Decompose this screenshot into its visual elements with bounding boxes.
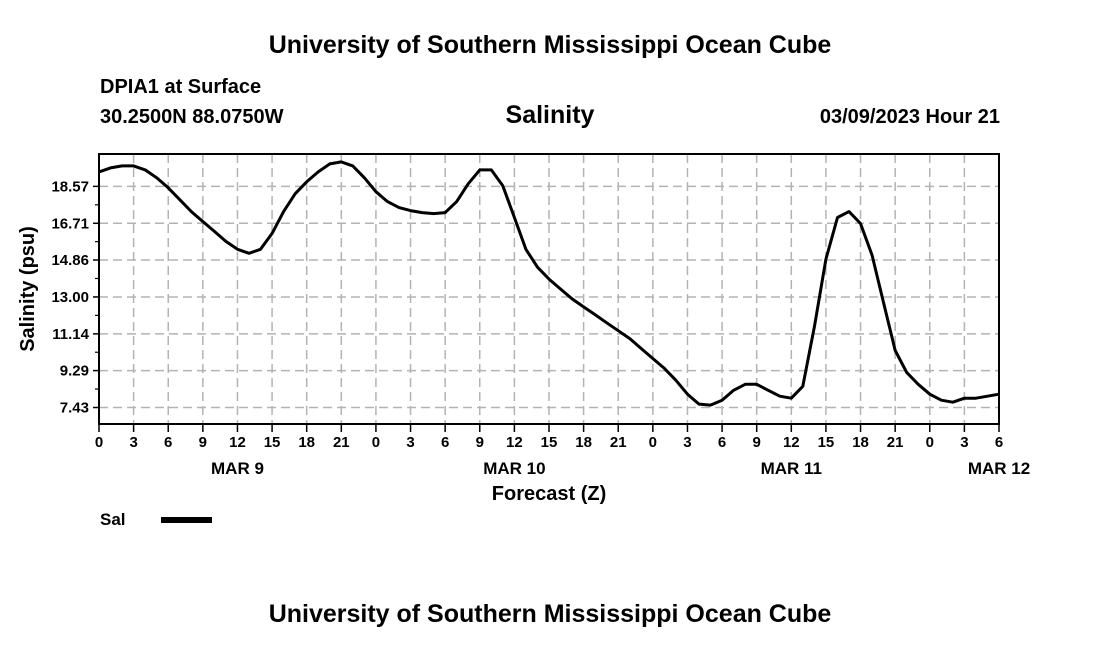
x-tick-label: 18: [852, 434, 869, 451]
x-tick-label: 6: [164, 434, 172, 451]
x-tick-label: 6: [718, 434, 726, 451]
x-tick-label: 6: [995, 434, 1003, 451]
x-tick-label: 0: [649, 434, 657, 451]
x-tick-label: 9: [199, 434, 207, 451]
y-axis-title: Salinity (psu): [17, 226, 39, 352]
salinity-series-line: [98, 160, 1000, 407]
x-tick-label: 3: [960, 434, 968, 451]
day-label: MAR 12: [968, 459, 1030, 478]
chart-title: Salinity: [505, 101, 595, 129]
day-label: MAR 10: [483, 459, 545, 478]
x-tick-label: 3: [406, 434, 414, 451]
forecast-date-label: 03/09/2023 Hour 21: [819, 106, 1000, 128]
x-tick-label: 12: [506, 434, 523, 451]
footer-title: University of Southern Mississippi Ocean…: [268, 600, 832, 628]
y-tick-label: 13.00: [51, 289, 89, 306]
station-label: DPIA1 at Surface: [100, 76, 262, 98]
x-tick-label: 6: [441, 434, 449, 451]
x-tick-label: 0: [926, 434, 934, 451]
x-tick-label: 18: [575, 434, 592, 451]
day-label: MAR 11: [761, 459, 822, 478]
coordinates-label: 30.2500N 88.0750W: [100, 106, 284, 128]
plot-frame: [98, 153, 1000, 425]
x-tick-label: 9: [476, 434, 484, 451]
page-title: University of Southern Mississippi Ocean…: [268, 31, 832, 59]
x-tick-label: 12: [783, 434, 800, 451]
y-tick-label: 9.29: [60, 363, 89, 380]
x-tick-label: 3: [129, 434, 137, 451]
legend-label: Sal: [100, 510, 126, 529]
day-label: MAR 9: [211, 459, 264, 478]
x-tick-label: 15: [264, 434, 281, 451]
x-tick-label: 3: [683, 434, 691, 451]
x-tick-label: 21: [610, 434, 627, 451]
x-tick-label: 12: [229, 434, 246, 451]
x-tick-label: 21: [887, 434, 904, 451]
y-tick-label: 11.14: [52, 326, 89, 343]
x-axis-title: Forecast (Z): [492, 483, 606, 505]
x-tick-label: 0: [95, 434, 103, 451]
salinity-chart: 0 3 6 9 12 15 18 21 0 3 6 9 12 15 18 21 0 3 6 9 12 15 18 21 0 3 6 7…: [17, 153, 1030, 505]
x-tick-label: 18: [298, 434, 315, 451]
x-tick-label: 15: [818, 434, 835, 451]
y-tick-label: 7.43: [60, 400, 89, 417]
legend-line-swatch: [161, 517, 212, 523]
y-tick-label: 16.71: [51, 215, 89, 232]
y-tick-label: 18.57: [51, 178, 89, 195]
x-tick-label: 21: [333, 434, 350, 451]
x-tick-label: 9: [753, 434, 761, 451]
x-tick-label: 15: [541, 434, 558, 451]
y-tick-label: 14.86: [51, 252, 89, 269]
x-tick-label: 0: [372, 434, 380, 451]
